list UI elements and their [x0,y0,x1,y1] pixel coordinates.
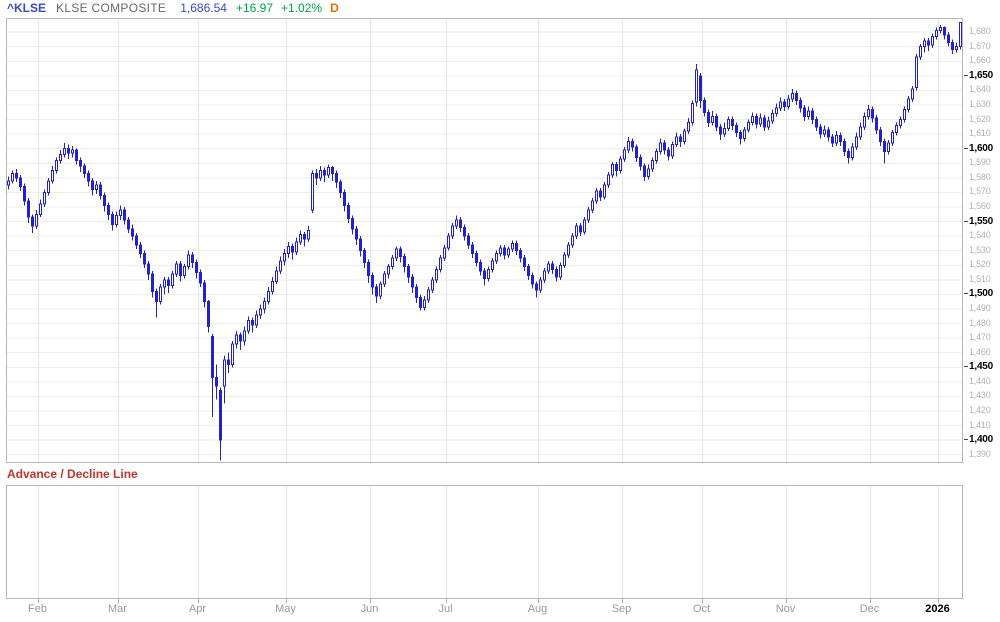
price-axis-label: 1,550 [969,215,994,227]
price-axis-label: 1,620 [969,113,991,124]
time-axis-tick [369,599,371,603]
time-axis-label: May [275,603,296,615]
time-axis-label: Apr [188,603,207,615]
indicator-chart[interactable] [7,486,962,598]
price-axis-label: 1,530 [969,244,991,255]
price-axis-tick [964,147,968,149]
price-axis-label: 1,440 [969,375,991,386]
time-axis-tick [701,599,703,603]
time-axis-tick [37,599,39,603]
price-axis-label: 1,650 [969,69,994,81]
time-axis-label: Dec [859,603,880,615]
price-axis-label: 1,390 [969,448,991,459]
price-axis-label: 1,400 [969,434,994,446]
price-axis-tick [964,74,968,76]
price-chart-panel[interactable] [6,18,963,463]
price-axis-label: 1,480 [969,317,991,328]
price-axis: 1,390 1,400 1,410 1,420 1,430 1,440 1,450 1,460… [964,18,1000,463]
indicator-title: Advance / Decline Line [7,467,138,481]
last-price: 1,686.54 [180,1,227,15]
time-axis-label: Aug [527,603,548,615]
price-axis-label: 1,490 [969,302,991,313]
price-axis-label: 1,430 [969,390,991,401]
price-axis-tick [964,366,968,368]
price-axis-label: 1,450 [969,361,994,373]
price-axis-label: 1,500 [969,288,994,300]
time-axis-label: Jun [360,603,379,615]
price-axis-label: 1,640 [969,84,991,95]
price-axis-label: 1,420 [969,404,991,415]
price-axis-label: 1,520 [969,259,991,270]
price-axis-label: 1,540 [969,230,991,241]
time-axis-label: Feb [28,603,47,615]
price-axis-tick [964,220,968,222]
price-axis-label: 1,570 [969,186,991,197]
time-axis-label: 2026 [925,603,950,615]
time-axis-tick [197,599,199,603]
instrument-name: KLSE COMPOSITE [56,1,167,15]
time-axis-label: Mar [108,603,127,615]
price-axis-label: 1,560 [969,200,991,211]
time-axis-label: Nov [775,603,796,615]
price-axis-label: 1,660 [969,55,991,66]
time-axis-tick [869,599,871,603]
price-axis-label: 1,580 [969,171,991,182]
price-change-percent: +1.02% [281,1,323,15]
ticker-symbol: ^KLSE [7,1,47,15]
time-axis-tick [621,599,623,603]
time-axis-label: Oct [692,603,711,615]
price-axis-label: 1,510 [969,273,991,284]
price-axis-label: 1,470 [969,332,991,343]
price-axis-tick [964,439,968,441]
chart-header: ^KLSE KLSE COMPOSITE 1,686.54 +16.97 +1.02% D [7,0,339,18]
price-axis-label: 1,410 [969,419,991,430]
price-axis-label: 1,460 [969,346,991,357]
time-axis: Feb Mar Apr May Jun Jul Aug Sep Oct Nov Dec 2026 [6,602,963,618]
price-axis-label: 1,610 [969,128,991,139]
price-axis-tick [964,293,968,295]
price-axis-label: 1,630 [969,98,991,109]
price-axis-label: 1,680 [969,26,991,37]
price-axis-label: 1,590 [969,157,991,168]
price-change: +16.97 [235,1,274,15]
time-axis-ticks [6,599,963,604]
time-axis-label: Sep [611,603,632,615]
time-axis-label: Jul [438,603,453,615]
time-axis-tick [117,599,119,603]
price-axis-label: 1,670 [969,40,991,51]
time-axis-tick [937,599,939,603]
candlestick-chart[interactable] [7,19,962,462]
price-axis-label: 1,600 [969,142,994,154]
time-axis-tick [285,599,287,603]
time-axis-tick [537,599,539,603]
timeframe-badge: D [330,1,339,15]
indicator-panel[interactable] [6,485,963,599]
time-axis-tick [445,599,447,603]
time-axis-tick [785,599,787,603]
